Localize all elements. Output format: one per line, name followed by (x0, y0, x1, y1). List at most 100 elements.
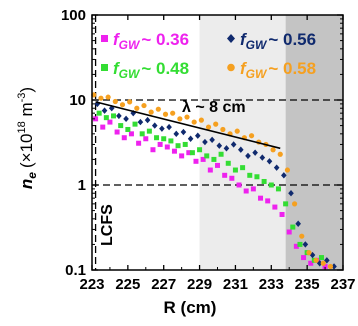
x-tick-label: 233 (259, 276, 284, 293)
legend-label: fGW ~ 0.58 (240, 59, 316, 81)
y-tick-label: 100 (61, 7, 86, 24)
data-point (151, 122, 158, 129)
legend-gw: GW (119, 38, 141, 52)
legend-label: fGW ~ 0.36 (113, 30, 189, 52)
legend-item-058: fGW ~ 0.58 (227, 59, 316, 81)
data-point (284, 167, 291, 173)
data-point (218, 151, 224, 157)
x-tick-label: 227 (151, 276, 176, 293)
y-axis-unit-exp: 18 (16, 121, 28, 133)
data-point (308, 260, 314, 266)
x-tick-label: 223 (79, 276, 104, 293)
data-point (273, 164, 280, 171)
data-point (191, 119, 197, 125)
data-point (154, 135, 160, 141)
data-point (250, 186, 256, 192)
data-point (220, 126, 226, 133)
data-point (173, 130, 180, 138)
data-point (215, 162, 220, 168)
data-point (223, 145, 230, 152)
data-point (193, 158, 199, 164)
shaded-regions (199, 15, 343, 270)
y-axis-var: n (17, 179, 36, 189)
data-point (187, 135, 194, 142)
data-point (128, 131, 134, 137)
data-point (277, 151, 283, 157)
x-tick-label: 229 (187, 276, 212, 293)
data-point (293, 243, 299, 249)
data-point (272, 204, 278, 210)
data-point (279, 211, 285, 217)
legend-marker-square (101, 64, 108, 71)
legend-marker-circle (227, 63, 235, 72)
data-point (125, 126, 131, 132)
legend-item-048: fGW ~ 0.48 (101, 59, 189, 81)
data-point (205, 124, 212, 130)
legend: fGW ~ 0.36 fGW ~ 0.56 fGW ~ 0.48 fGW ~ 0.58 (101, 30, 316, 81)
legend-marker-square (101, 35, 108, 42)
data-point (318, 255, 324, 261)
x-tick-label: 235 (295, 276, 320, 293)
legend-gw: GW (246, 67, 268, 81)
data-point (105, 94, 111, 100)
data-point (182, 141, 188, 147)
x-tick-label: 237 (330, 276, 355, 293)
data-point (180, 128, 187, 136)
data-point (198, 117, 204, 123)
y-axis-unit-exp2: -3 (16, 93, 28, 103)
data-point (291, 201, 298, 207)
legend-item-056: fGW ~ 0.56 (227, 30, 316, 52)
data-point (137, 118, 144, 126)
data-point (225, 160, 231, 166)
legend-item-036: fGW ~ 0.36 (101, 30, 189, 52)
y-tick-label: 1 (78, 177, 86, 194)
y-axis-title: ne (×1018 m-3) (16, 87, 39, 189)
data-point (136, 140, 142, 146)
x-tick-label: 231 (223, 276, 248, 293)
data-point (148, 109, 154, 115)
data-point (331, 263, 337, 270)
data-point (139, 131, 145, 137)
data-point (266, 158, 273, 165)
data-point (288, 190, 294, 197)
data-point (236, 182, 242, 188)
legend-label: fGW ~ 0.48 (113, 59, 189, 81)
data-point (234, 128, 240, 134)
data-point (177, 116, 183, 122)
data-point (258, 195, 264, 201)
data-point (121, 135, 127, 141)
data-point (297, 241, 303, 247)
legend-value: ~ 0.36 (141, 30, 189, 49)
data-point (134, 105, 140, 111)
data-point (164, 144, 170, 150)
data-point (166, 123, 172, 131)
data-point (144, 116, 151, 124)
data-point (103, 115, 109, 121)
data-point (265, 198, 271, 204)
legend-value: ~ 0.58 (268, 59, 316, 78)
y-axis-ticks: 0.1 1 10 100 (61, 7, 343, 279)
data-point (159, 125, 165, 132)
lambda-annotation: λ ~ 8 cm (182, 99, 246, 116)
y-axis-var-sub: e (25, 172, 39, 179)
data-point (179, 153, 185, 159)
data-point (170, 110, 176, 116)
legend-value: ~ 0.48 (141, 59, 189, 78)
data-point (184, 114, 190, 120)
data-point (248, 133, 255, 139)
y-axis-unit-mid: m (17, 102, 36, 121)
y-tick-label: 0.1 (65, 262, 86, 279)
data-point (157, 141, 163, 147)
legend-f: f (240, 30, 248, 49)
x-axis-title: R (cm) (164, 298, 217, 317)
data-point (322, 263, 328, 269)
shaded-region (285, 15, 343, 270)
data-point (207, 167, 213, 173)
data-point (189, 150, 195, 156)
data-point (127, 99, 133, 105)
data-point (222, 172, 228, 178)
data-point (327, 263, 334, 270)
data-point (143, 136, 149, 142)
legend-f: f (113, 30, 121, 49)
data-point (132, 121, 138, 127)
